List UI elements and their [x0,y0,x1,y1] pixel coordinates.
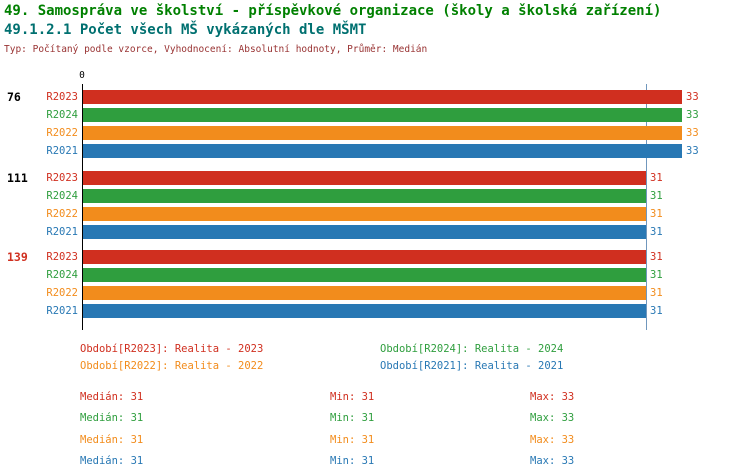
report-meta: Typ: Počítaný podle vzorce, Vyhodnocení:… [4,44,428,55]
bar-value-label: 31 [650,305,663,317]
stat-median: Medián: 31 [80,455,144,467]
bar-value-label: 33 [686,109,699,121]
stat-min: Min: 31 [330,434,375,446]
legend-item: Období[R2023]: Realita - 2023 [80,343,264,355]
bar-value-label: 31 [650,226,663,238]
median-gridline [646,84,647,330]
bar-value-label: 31 [650,190,663,202]
axis-zero-label: 0 [79,70,85,81]
bar-row-label: R2024 [46,109,78,121]
group-label: 139 [7,250,28,264]
bar-row-label: R2024 [46,190,78,202]
stat-median: Medián: 31 [80,412,144,424]
bar [83,108,682,122]
legend-item: Období[R2024]: Realita - 2024 [380,343,564,355]
bar-row-label: R2023 [46,172,78,184]
bar-value-label: 33 [686,145,699,157]
stat-max: Max: 33 [530,412,575,424]
bar [83,250,646,264]
bar-value-label: 31 [650,287,663,299]
stat-max: Max: 33 [530,391,575,403]
bar [83,90,682,104]
bar-row-label: R2021 [46,305,78,317]
bar-row-label: R2023 [46,91,78,103]
bar-value-label: 33 [686,127,699,139]
bar [83,207,646,221]
stat-min: Min: 31 [330,412,375,424]
bar-row-label: R2021 [46,145,78,157]
legend-item: Období[R2021]: Realita - 2021 [380,360,564,372]
stat-max: Max: 33 [530,434,575,446]
stat-median: Medián: 31 [80,391,144,403]
bar-value-label: 31 [650,172,663,184]
group-label: 76 [7,90,21,104]
bar [83,304,646,318]
bar-value-label: 31 [650,251,663,263]
legend-item: Období[R2022]: Realita - 2022 [80,360,264,372]
bar-row-label: R2021 [46,226,78,238]
bar-value-label: 33 [686,91,699,103]
report-subtitle: 49.1.2.1 Počet všech MŠ vykázaných dle M… [4,22,367,38]
bar-row-label: R2022 [46,127,78,139]
bar-value-label: 31 [650,208,663,220]
report-title: 49. Samospráva ve školství - příspěvkové… [4,3,662,19]
stat-min: Min: 31 [330,391,375,403]
bar-row-label: R2022 [46,208,78,220]
bar [83,126,682,140]
bar-row-label: R2024 [46,269,78,281]
bar-row-label: R2023 [46,251,78,263]
bar [83,225,646,239]
bar [83,171,646,185]
bar [83,144,682,158]
bar [83,268,646,282]
bar [83,286,646,300]
bar-value-label: 31 [650,269,663,281]
group-label: 111 [7,171,28,185]
stat-median: Medián: 31 [80,434,144,446]
bar [83,189,646,203]
stat-min: Min: 31 [330,455,375,467]
y-axis-line [82,84,83,330]
stat-max: Max: 33 [530,455,575,467]
bar-row-label: R2022 [46,287,78,299]
